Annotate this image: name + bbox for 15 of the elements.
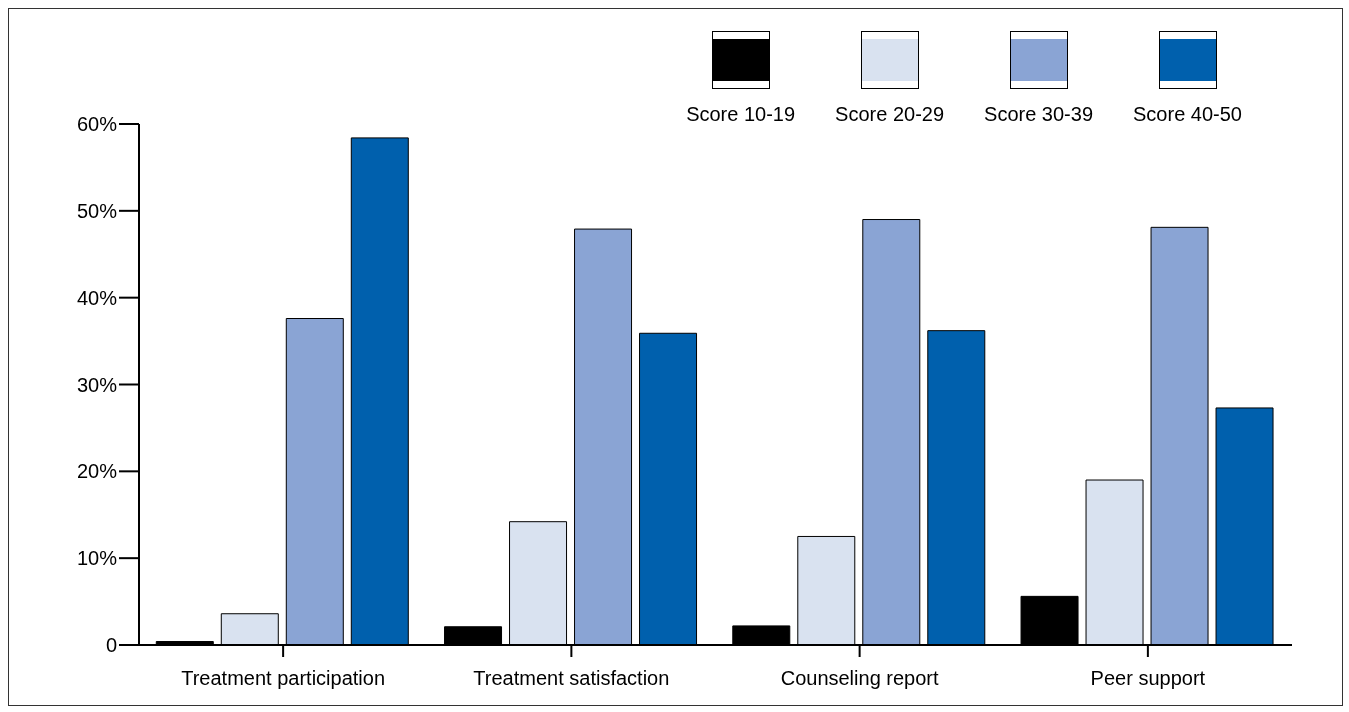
x-tick-label: Treatment satisfaction <box>473 667 670 690</box>
y-tick-label: 60% <box>76 113 118 136</box>
y-tick-label: 10% <box>76 547 118 570</box>
y-tick-label: 0 <box>105 634 117 657</box>
legend-label: Score 40-50 <box>1133 103 1242 125</box>
legend-label: Score 20-29 <box>835 103 945 125</box>
x-tick-label: Counseling report <box>780 667 939 690</box>
x-tick-label: Treatment participation <box>181 667 386 690</box>
legend-label: Score 10-19 <box>686 103 796 125</box>
y-tick-label: 20% <box>76 460 118 483</box>
y-tick-label: 30% <box>76 373 118 396</box>
y-tick-label: 40% <box>76 286 118 309</box>
legend-label: Score 30-39 <box>984 103 1094 125</box>
x-tick-label: Peer support <box>1090 667 1206 690</box>
y-tick-label: 50% <box>76 199 118 222</box>
